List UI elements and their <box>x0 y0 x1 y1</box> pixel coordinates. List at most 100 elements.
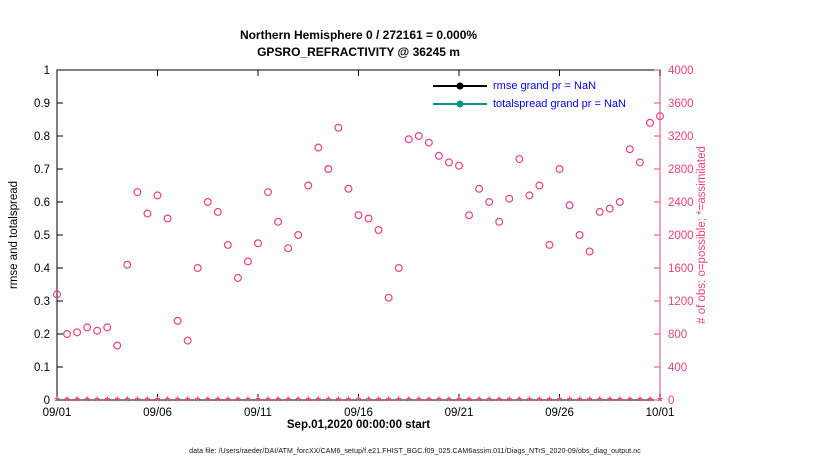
svg-text:*: * <box>115 394 121 409</box>
svg-text:0.7: 0.7 <box>34 164 50 176</box>
svg-text:*: * <box>657 394 663 409</box>
svg-text:*: * <box>366 394 372 409</box>
svg-text:*: * <box>386 394 392 409</box>
svg-text:09/01: 09/01 <box>43 407 72 419</box>
svg-text:09/26: 09/26 <box>545 407 574 419</box>
svg-text:*: * <box>225 394 231 409</box>
legend: rmse grand pr = NaN totalspread grand pr… <box>433 79 626 111</box>
legend-item-totalspread: totalspread grand pr = NaN <box>433 97 626 111</box>
svg-text:*: * <box>617 394 623 409</box>
svg-text:*: * <box>255 394 261 409</box>
svg-text:1: 1 <box>44 65 50 77</box>
svg-text:*: * <box>296 394 302 409</box>
chart-title-line1: Northern Hemisphere 0 / 272161 = 0.000% <box>239 28 478 42</box>
right-axis-label: # of obs: o=possible; *=assimilated <box>696 146 708 324</box>
svg-text:0.1: 0.1 <box>34 362 50 374</box>
svg-text:*: * <box>406 394 412 409</box>
svg-text:*: * <box>205 394 211 409</box>
svg-text:*: * <box>286 394 292 409</box>
svg-text:10/01: 10/01 <box>646 407 675 419</box>
svg-text:0.6: 0.6 <box>34 197 50 209</box>
svg-text:1600: 1600 <box>668 263 694 275</box>
svg-text:0.9: 0.9 <box>34 98 50 110</box>
svg-text:*: * <box>477 394 483 409</box>
svg-text:*: * <box>376 394 382 409</box>
svg-text:*: * <box>145 394 151 409</box>
svg-text:*: * <box>456 394 462 409</box>
legend-label-rmse: rmse grand pr = NaN <box>493 80 597 92</box>
svg-text:*: * <box>175 394 181 409</box>
svg-text:*: * <box>245 394 251 409</box>
svg-text:*: * <box>446 394 452 409</box>
svg-text:*: * <box>185 394 191 409</box>
svg-text:1200: 1200 <box>668 296 694 308</box>
svg-text:*: * <box>336 394 342 409</box>
svg-text:3200: 3200 <box>668 131 694 143</box>
svg-text:*: * <box>306 394 312 409</box>
svg-text:2400: 2400 <box>668 197 694 209</box>
svg-text:*: * <box>577 394 583 409</box>
svg-text:*: * <box>346 394 352 409</box>
svg-text:*: * <box>215 394 221 409</box>
svg-text:*: * <box>195 394 201 409</box>
svg-text:*: * <box>647 394 653 409</box>
totalspread-dot-marker <box>456 100 464 108</box>
svg-text:*: * <box>637 394 643 409</box>
svg-text:0.5: 0.5 <box>34 230 50 242</box>
svg-text:*: * <box>537 394 543 409</box>
svg-text:*: * <box>587 394 593 409</box>
chart-title-line2: GPSRO_REFRACTIVITY @ 36245 m <box>257 45 460 59</box>
svg-text:*: * <box>155 394 161 409</box>
svg-text:*: * <box>607 394 613 409</box>
svg-text:*: * <box>85 394 91 409</box>
svg-text:*: * <box>527 394 533 409</box>
svg-text:*: * <box>235 394 241 409</box>
svg-text:*: * <box>135 394 141 409</box>
svg-text:*: * <box>125 394 131 409</box>
svg-text:*: * <box>165 394 171 409</box>
svg-text:*: * <box>54 394 60 409</box>
svg-text:*: * <box>75 394 81 409</box>
svg-text:*: * <box>276 394 282 409</box>
svg-text:3600: 3600 <box>668 98 694 110</box>
svg-text:*: * <box>396 394 402 409</box>
rmse-dot-marker <box>456 82 464 90</box>
legend-label-totalspread: totalspread grand pr = NaN <box>493 98 626 110</box>
svg-text:2000: 2000 <box>668 230 694 242</box>
svg-text:4000: 4000 <box>668 65 694 77</box>
x-axis-label: Sep.01,2020 00:00:00 start <box>286 419 431 431</box>
svg-text:*: * <box>597 394 603 409</box>
svg-text:0.3: 0.3 <box>34 296 50 308</box>
svg-text:*: * <box>497 394 503 409</box>
data-file-caption: data file: /Users/raeder/DAI/ATM_forcXX/… <box>189 448 641 455</box>
svg-text:*: * <box>567 394 573 409</box>
svg-text:*: * <box>326 394 332 409</box>
svg-text:09/06: 09/06 <box>143 407 172 419</box>
svg-text:*: * <box>517 394 523 409</box>
svg-text:*: * <box>356 394 362 409</box>
svg-text:*: * <box>316 394 322 409</box>
svg-text:*: * <box>436 394 442 409</box>
svg-text:0: 0 <box>668 395 674 407</box>
svg-text:0.4: 0.4 <box>34 263 51 275</box>
svg-text:*: * <box>547 394 553 409</box>
svg-text:400: 400 <box>668 362 687 374</box>
svg-text:0.2: 0.2 <box>34 329 50 341</box>
svg-text:2800: 2800 <box>668 164 694 176</box>
svg-text:*: * <box>65 394 71 409</box>
svg-text:*: * <box>105 394 111 409</box>
svg-text:0: 0 <box>44 395 50 407</box>
svg-text:*: * <box>507 394 513 409</box>
svg-text:800: 800 <box>668 329 687 341</box>
svg-text:09/11: 09/11 <box>244 407 272 419</box>
svg-text:*: * <box>557 394 563 409</box>
svg-text:09/16: 09/16 <box>344 407 373 419</box>
svg-text:*: * <box>416 394 422 409</box>
legend-item-rmse: rmse grand pr = NaN <box>433 79 626 93</box>
rmse-line-sample <box>433 82 487 90</box>
left-axis-label: rmse and totalspread <box>8 180 20 290</box>
svg-text:*: * <box>426 394 432 409</box>
svg-text:*: * <box>467 394 473 409</box>
